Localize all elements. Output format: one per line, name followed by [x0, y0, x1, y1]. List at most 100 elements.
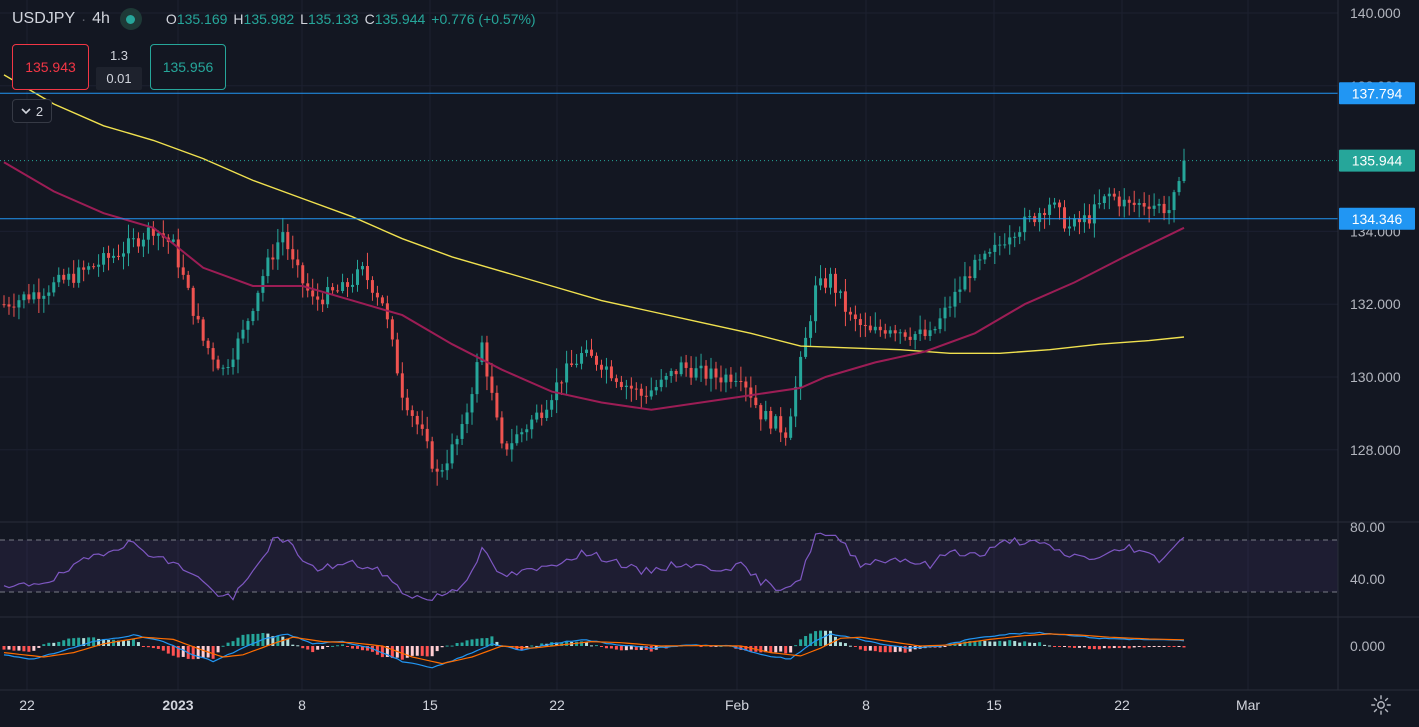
candle[interactable]: [2, 295, 6, 308]
rsi-pane[interactable]: [0, 532, 1338, 602]
candle[interactable]: [525, 424, 529, 441]
candle[interactable]: [301, 262, 305, 298]
candles[interactable]: [2, 148, 1186, 486]
candle[interactable]: [435, 459, 439, 486]
candle[interactable]: [425, 416, 429, 449]
candle[interactable]: [77, 259, 81, 288]
candle[interactable]: [1058, 199, 1062, 220]
candle[interactable]: [953, 278, 957, 318]
candle[interactable]: [585, 340, 589, 357]
candle[interactable]: [784, 427, 788, 446]
candle[interactable]: [341, 273, 345, 294]
candle[interactable]: [560, 380, 564, 395]
candle[interactable]: [1157, 198, 1161, 214]
candle[interactable]: [1107, 187, 1111, 210]
candle[interactable]: [853, 305, 857, 332]
candle[interactable]: [351, 273, 355, 293]
candle[interactable]: [316, 283, 320, 311]
candle[interactable]: [769, 406, 773, 435]
candle[interactable]: [276, 228, 280, 270]
candle[interactable]: [963, 261, 967, 292]
candle[interactable]: [380, 295, 384, 306]
candle[interactable]: [72, 260, 76, 288]
candle[interactable]: [819, 265, 823, 291]
candle[interactable]: [719, 365, 723, 392]
candle[interactable]: [594, 352, 598, 371]
candle[interactable]: [141, 232, 145, 258]
candle[interactable]: [460, 414, 464, 446]
candle[interactable]: [983, 250, 987, 265]
candle[interactable]: [12, 293, 16, 317]
candle[interactable]: [724, 368, 728, 393]
candle[interactable]: [863, 312, 867, 337]
symbol-name[interactable]: USDJPY: [12, 10, 76, 27]
candle[interactable]: [490, 362, 494, 401]
candle[interactable]: [749, 376, 753, 408]
candle[interactable]: [97, 254, 101, 277]
candle[interactable]: [814, 276, 818, 333]
candle[interactable]: [734, 372, 738, 387]
candle[interactable]: [186, 270, 190, 291]
candle[interactable]: [570, 349, 574, 367]
candle[interactable]: [336, 284, 340, 294]
candle[interactable]: [181, 254, 185, 280]
candle[interactable]: [191, 285, 195, 325]
candle[interactable]: [604, 357, 608, 384]
candle[interactable]: [201, 316, 205, 347]
candle[interactable]: [112, 248, 116, 264]
rsi-line[interactable]: [3, 532, 1185, 602]
candle[interactable]: [32, 284, 36, 304]
ma-long-line[interactable]: [3, 74, 1185, 354]
candle[interactable]: [331, 283, 335, 295]
candle[interactable]: [838, 289, 842, 299]
candle[interactable]: [689, 356, 693, 385]
candle[interactable]: [898, 329, 902, 344]
candle[interactable]: [684, 354, 688, 377]
candle[interactable]: [346, 277, 350, 298]
candle[interactable]: [789, 408, 793, 441]
ma-short-line[interactable]: [3, 161, 1185, 411]
candle[interactable]: [495, 385, 499, 421]
candle[interactable]: [1003, 233, 1007, 249]
candle[interactable]: [1023, 207, 1027, 241]
candle[interactable]: [824, 267, 828, 294]
candle[interactable]: [515, 425, 519, 446]
spread-lot-box[interactable]: 1.3 0.01: [96, 44, 142, 90]
candle[interactable]: [121, 241, 125, 270]
candle[interactable]: [923, 319, 927, 340]
candle[interactable]: [87, 262, 91, 275]
candle[interactable]: [241, 319, 245, 344]
candle[interactable]: [465, 403, 469, 434]
candle[interactable]: [321, 293, 325, 313]
candle[interactable]: [470, 387, 474, 425]
candle[interactable]: [251, 308, 255, 326]
candle[interactable]: [1072, 214, 1076, 231]
candle[interactable]: [729, 367, 733, 389]
candle[interactable]: [694, 356, 698, 381]
candle[interactable]: [624, 379, 628, 400]
buy-button[interactable]: 135.956: [150, 44, 226, 90]
candle[interactable]: [1182, 148, 1186, 184]
candle[interactable]: [510, 428, 514, 462]
indicators-toggle-button[interactable]: 2: [12, 99, 52, 123]
candle[interactable]: [928, 321, 932, 342]
candle[interactable]: [1147, 194, 1151, 223]
candle[interactable]: [565, 350, 569, 394]
candle[interactable]: [1087, 204, 1091, 229]
candle[interactable]: [231, 348, 235, 375]
candle[interactable]: [236, 332, 240, 374]
candle[interactable]: [1077, 211, 1081, 235]
candle[interactable]: [27, 283, 31, 304]
candle[interactable]: [938, 308, 942, 334]
candle[interactable]: [634, 382, 638, 400]
candle[interactable]: [948, 296, 952, 317]
candle[interactable]: [858, 313, 862, 338]
candle[interactable]: [714, 361, 718, 390]
candle[interactable]: [848, 307, 852, 321]
candle[interactable]: [754, 385, 758, 409]
candle[interactable]: [221, 364, 225, 376]
candle[interactable]: [1063, 200, 1067, 232]
candle[interactable]: [590, 338, 594, 358]
candle[interactable]: [107, 245, 111, 271]
candle[interactable]: [639, 383, 643, 408]
